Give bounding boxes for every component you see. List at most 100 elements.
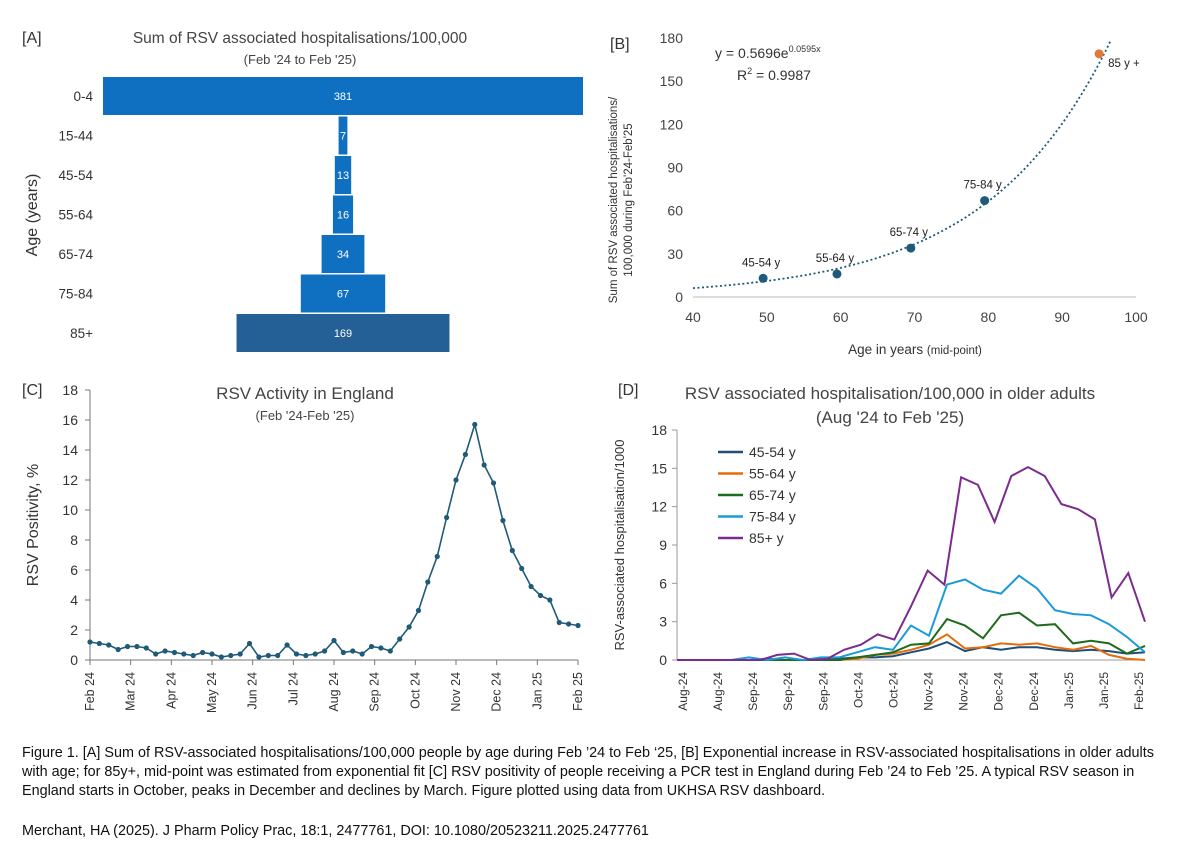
bar-value-45-54: 13	[337, 170, 349, 182]
y-tick-14: 14	[62, 442, 78, 458]
legend-label-4: 85+ y	[749, 530, 784, 546]
data-point-36	[425, 579, 431, 585]
category-label-45-54: 45-54	[58, 168, 93, 183]
x-tick-7: Sep 24	[368, 672, 382, 712]
data-point-26	[331, 637, 337, 644]
data-point-40	[462, 451, 468, 458]
y-tick-18: 18	[62, 382, 78, 398]
series-line-1	[677, 633, 1146, 661]
y-tick-4: 4	[70, 592, 78, 608]
data-point-6	[143, 645, 149, 651]
point-label-2: 65-74 y	[890, 227, 929, 239]
y-tick-12: 12	[62, 472, 78, 488]
data-point-0	[87, 639, 93, 645]
data-point-4	[124, 643, 131, 650]
x-tick-100: 100	[1124, 309, 1148, 325]
y-tick-6: 6	[70, 562, 78, 578]
panel-a-label: [A]	[22, 30, 42, 47]
x-tick-11: Jan 25	[530, 672, 544, 710]
x-tick-11: Jan-25	[1062, 672, 1076, 709]
data-point-39	[453, 477, 459, 483]
x-tick-7: Nov-24	[922, 672, 936, 711]
panel-a-subtitle: (Feb '24 to Feb '25)	[243, 52, 357, 67]
panel-a-title: Sum of RSV associated hospitalisations/1…	[132, 30, 468, 47]
r-squared-symbol: R	[737, 67, 747, 83]
bar-value-75-84: 67	[337, 289, 349, 301]
y-tick-12: 12	[651, 499, 667, 515]
data-point-45	[509, 547, 515, 554]
data-point-16	[237, 651, 243, 657]
x-tick-0: Aug-24	[676, 672, 690, 711]
panel-c-label: [C]	[22, 382, 43, 399]
y-tick-120: 120	[660, 116, 684, 132]
data-point-11	[190, 652, 196, 659]
data-point-37	[434, 553, 440, 560]
panel-b-label: [B]	[610, 36, 630, 53]
data-point-23	[303, 652, 309, 659]
category-label-15-44: 15-44	[58, 129, 93, 144]
y-axis-title: RSV-associated hospitalisation/1000	[612, 439, 627, 650]
x-tick-0: Feb 24	[83, 672, 97, 711]
bar-15-44	[338, 116, 348, 155]
panel-c-subtitle: (Feb '24-Feb '25)	[255, 408, 355, 423]
fit-r-squared: R2 = 0.9987	[737, 66, 811, 83]
data-point-28	[350, 648, 356, 654]
series-line-4	[677, 465, 1146, 662]
series-line	[89, 421, 579, 658]
data-point-18	[256, 654, 262, 660]
x-tick-1: Aug-24	[711, 672, 725, 711]
r-squared-value: = 0.9987	[752, 67, 811, 83]
bar-value-65-74: 34	[337, 249, 349, 261]
data-point-10	[181, 651, 187, 657]
panel-c-title: RSV Activity in England	[216, 384, 394, 403]
y-axis-title: Age (years)	[24, 174, 41, 257]
data-point-52	[575, 622, 581, 629]
data-point-49	[547, 597, 553, 603]
y-tick-3: 3	[659, 614, 667, 630]
legend-label-1: 55-64 y	[749, 466, 796, 482]
fit-equation-base: y = 0.5696e	[715, 45, 789, 61]
panel-d-label: [D]	[618, 382, 639, 399]
x-tick-40: 40	[685, 309, 701, 325]
bar-value-55-64: 16	[337, 210, 349, 222]
data-point-43	[490, 480, 497, 486]
category-label-85+: 85+	[70, 326, 93, 341]
series-line-3	[677, 574, 1146, 662]
data-point-19	[265, 652, 271, 659]
y-tick-16: 16	[62, 412, 78, 428]
category-label-55-64: 55-64	[58, 208, 93, 223]
y-tick-18: 18	[651, 422, 667, 438]
data-point-5	[134, 643, 140, 650]
data-point-2	[906, 243, 916, 253]
data-point-25	[322, 648, 328, 654]
point-label-4: 85 y +	[1108, 58, 1140, 70]
data-point-33	[397, 636, 403, 642]
panel-b-chart: 0 30 60 90 120 150 180 40 50 60 70 80 90 100 45-54 y 55…	[608, 30, 1148, 357]
category-label-65-74: 65-74	[58, 247, 93, 262]
data-point-38	[444, 514, 450, 521]
bar-75-84	[300, 274, 386, 313]
panel-c-chart: 0 2 4 6 8 10 12 14 16 18 Feb 24 Mar 24 Apr 24 May 24 J…	[25, 382, 585, 713]
x-tick-90: 90	[1054, 309, 1070, 325]
x-tick-2: Apr 24	[164, 672, 178, 709]
x-tick-8: Nov-24	[957, 672, 971, 711]
data-point-27	[340, 649, 346, 656]
data-point-20	[275, 652, 281, 659]
y-tick-9: 9	[659, 537, 667, 553]
data-point-21	[284, 642, 290, 648]
x-axis-title-note: (mid-point)	[927, 345, 982, 357]
y-tick-15: 15	[651, 460, 667, 476]
y-tick-0: 0	[70, 652, 78, 668]
y-tick-0: 0	[659, 652, 667, 668]
data-point-47	[528, 583, 534, 590]
panel-d-chart: 0 3 6 9 12 15 18 Aug-24 Aug-24 Sep-24 Sep-24 Sep-24…	[612, 422, 1146, 711]
x-tick-13: Feb-25	[1132, 672, 1146, 710]
x-tick-80: 80	[981, 309, 997, 325]
data-point-0	[758, 273, 768, 283]
data-point-3	[980, 196, 990, 206]
bar-55-64	[332, 195, 354, 234]
y-tick-60: 60	[667, 203, 683, 219]
data-point-13	[209, 651, 215, 657]
x-axis-title: Age in years (mid-point)	[848, 342, 982, 357]
data-point-17	[246, 640, 253, 647]
